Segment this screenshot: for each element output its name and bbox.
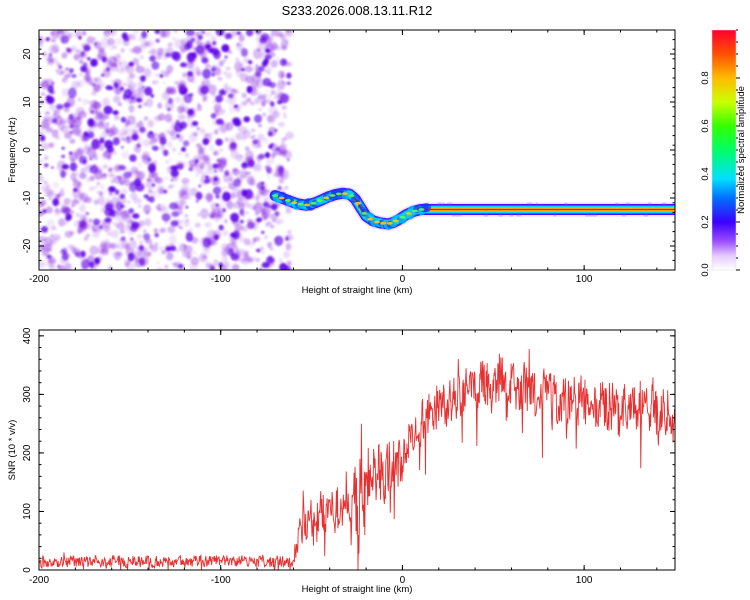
snr-frame — [38, 329, 676, 571]
colorbar-tick-label: 0.0 — [700, 263, 711, 276]
colorbar-label: Normalized spectral amplitude — [736, 86, 747, 214]
spectrogram-ytick-label: 0 — [22, 147, 33, 153]
spectrogram-xtick-label: -100 — [211, 274, 231, 285]
snr-xtick-label: -100 — [211, 575, 231, 586]
spectral-trace — [268, 186, 675, 231]
spectrogram-ytick-label: -10 — [22, 190, 33, 205]
noise-speckle — [39, 30, 294, 270]
spectrogram-plot-area — [39, 30, 675, 270]
colorbar-scale — [712, 30, 736, 270]
spectrogram-ylabel: Frequency (Hz) — [7, 117, 18, 182]
snr-ylabel: SNR (10 * v/v) — [7, 420, 18, 481]
snr-ytick-label: 400 — [22, 327, 33, 344]
spectrogram-xlabel: Height of straight line (km) — [302, 285, 413, 296]
spectrogram-xtick-label: -200 — [29, 274, 49, 285]
spectrogram-ytick-label: -20 — [22, 238, 33, 253]
snr-xlabel: Height of straight line (km) — [302, 584, 413, 595]
figure-title: S233.2026.008.13.11.R12 — [282, 3, 433, 18]
snr-series-line — [39, 348, 675, 570]
snr-panel: -200 -100 0 100 0 100 200 300 400 Height of stra… — [7, 327, 676, 595]
snr-xtick-label: -200 — [29, 575, 49, 586]
colorbar-tick-label: 0.8 — [700, 71, 711, 84]
snr-plot-area — [39, 348, 675, 570]
colorbar: 0.0 0.2 0.4 0.6 0.8 Normalized spectral ampl… — [700, 29, 747, 277]
colorbar-tick-label: 0.6 — [700, 119, 711, 132]
spectrogram-xtick-label: 0 — [400, 274, 406, 285]
spectrogram-ytick-label: 10 — [22, 96, 33, 108]
spectrogram-ytick-label: 20 — [22, 48, 33, 60]
snr-ytick-label: 100 — [22, 503, 33, 520]
colorbar-tick-label: 0.2 — [700, 215, 711, 228]
spectrogram-xtick-label: 100 — [576, 274, 593, 285]
colorbar-tick-label: 0.4 — [700, 167, 711, 180]
snr-xtick-label: 100 — [576, 575, 593, 586]
snr-ytick-label: 300 — [22, 386, 33, 403]
snr-ytick-label: 0 — [22, 567, 33, 573]
snr-xtick-label: 0 — [400, 575, 406, 586]
snr-ytick-label: 200 — [22, 444, 33, 461]
snr-axes: -200 -100 0 100 0 100 200 300 400 — [22, 327, 675, 586]
colorbar-ticks: 0.0 0.2 0.4 0.6 0.8 — [700, 29, 740, 277]
